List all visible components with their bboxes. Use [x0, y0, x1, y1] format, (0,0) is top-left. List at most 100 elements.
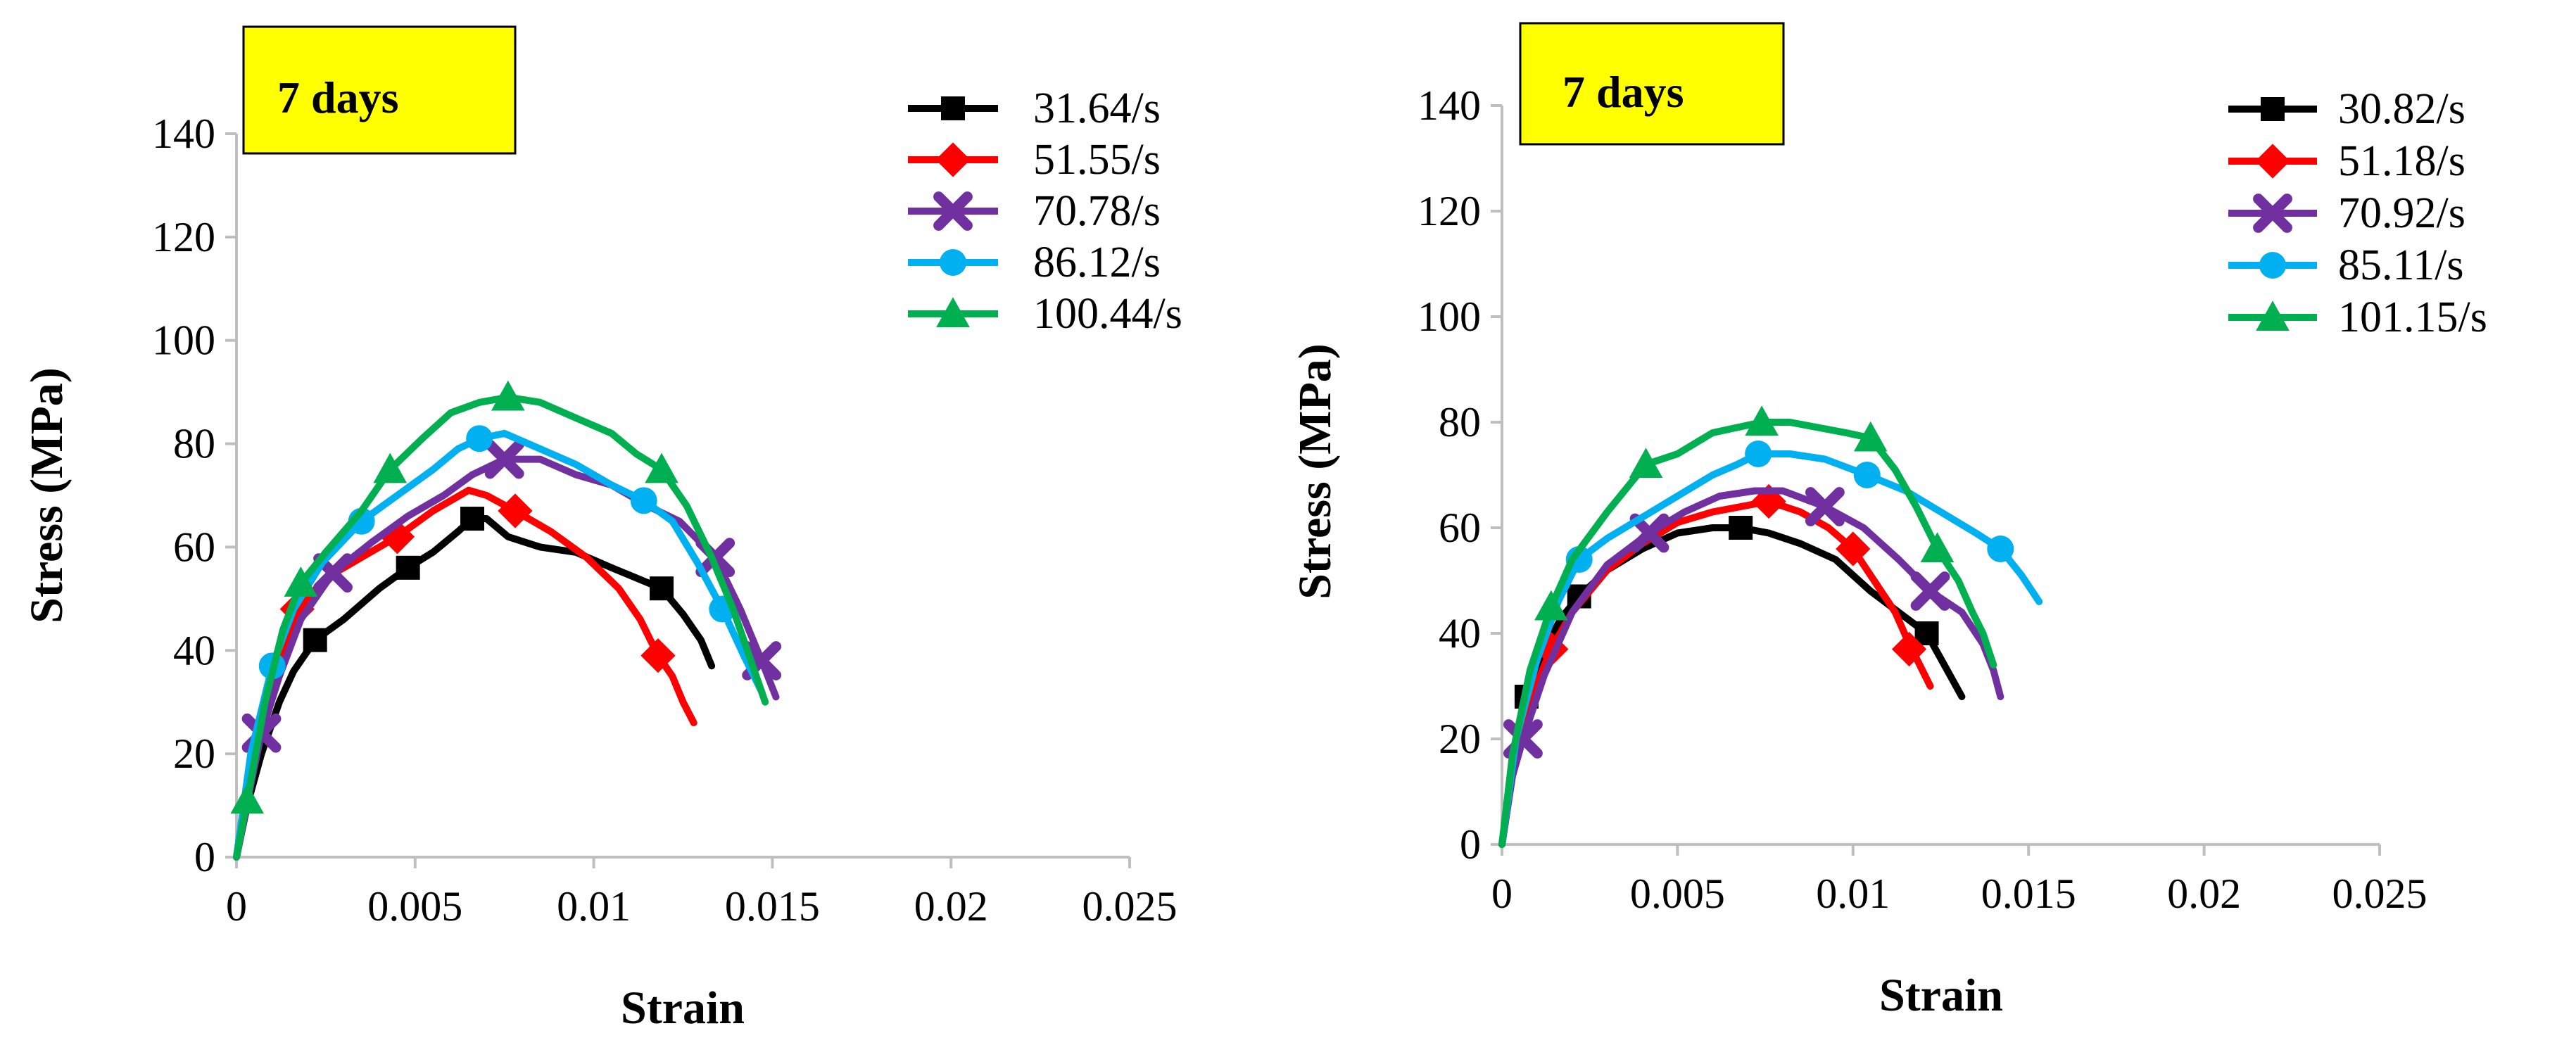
series-line — [1498, 419, 1997, 848]
data-point-marker — [230, 783, 265, 814]
y-tick-label: 100 — [1418, 293, 1481, 340]
x-tick-label: 0.015 — [725, 883, 820, 930]
x-tick-label: 0.02 — [2167, 870, 2241, 917]
data-point-marker — [640, 638, 676, 673]
y-tick-label: 120 — [1418, 188, 1481, 234]
data-point-marker — [373, 452, 408, 483]
data-point-marker — [1920, 532, 1955, 563]
panel-2-y-axis-title: Stress (MPa) — [1289, 343, 1341, 600]
x-tick-label: 0.025 — [2332, 870, 2427, 917]
series-70.92/s — [1498, 487, 2004, 848]
x-tick-label: 0.02 — [914, 883, 988, 930]
panel-2-label-badge — [1519, 22, 1785, 146]
x-tick-label: 0.01 — [1816, 870, 1890, 917]
legend-swatch-marker — [2255, 144, 2290, 179]
legend-entry: 51.18/s — [2228, 137, 2465, 185]
legend-swatch-marker — [933, 191, 973, 231]
y-tick-label: 20 — [173, 730, 215, 777]
y-tick-label: 0 — [194, 834, 215, 880]
data-point-marker — [1745, 441, 1772, 467]
x-tick-label: 0.005 — [367, 883, 462, 930]
y-tick-label: 40 — [173, 627, 215, 673]
legend-entry: 85.11/s — [2228, 241, 2464, 289]
y-tick-label: 20 — [1439, 716, 1481, 762]
data-point-marker — [1853, 421, 1888, 452]
legend-entry: 70.78/s — [908, 187, 1161, 235]
data-point-marker — [1891, 631, 1927, 667]
y-tick-label: 0 — [1460, 821, 1481, 868]
series-51.18/s — [1498, 483, 1934, 848]
data-point-marker — [1910, 571, 1950, 611]
data-point-marker — [303, 628, 327, 652]
data-point-marker — [484, 439, 524, 479]
legend-label: 70.78/s — [1033, 187, 1161, 235]
x-tick-label: 0.01 — [557, 883, 631, 930]
panel-1-y-axis-title: Stress (MPa) — [21, 367, 72, 623]
legend-label: 51.55/s — [1033, 136, 1161, 184]
data-point-marker — [491, 380, 525, 411]
data-point-marker — [1745, 405, 1779, 436]
y-tick-label: 140 — [152, 110, 215, 157]
legend-swatch-marker — [935, 142, 971, 177]
legend-entry: 100.44/s — [908, 290, 1182, 338]
panel-1-label-badge — [242, 25, 517, 155]
data-point-marker — [284, 566, 318, 597]
x-tick-label: 0 — [226, 883, 247, 930]
legend-label: 31.64/s — [1033, 84, 1161, 132]
panel-1-x-axis-title: Strain — [621, 982, 745, 1034]
legend-label: 85.11/s — [2338, 241, 2464, 289]
y-tick-label: 80 — [1439, 399, 1481, 445]
y-tick-label: 120 — [152, 214, 215, 260]
legend-swatch-marker — [2261, 97, 2285, 121]
x-tick-label: 0.005 — [1630, 870, 1725, 917]
legend-entry: 30.82/s — [2228, 85, 2465, 133]
data-point-marker — [460, 507, 485, 531]
y-tick-label: 60 — [1439, 505, 1481, 551]
legend-label: 30.82/s — [2338, 85, 2465, 133]
y-tick-label: 140 — [1418, 82, 1481, 129]
data-point-marker — [1836, 531, 1871, 566]
legend-entry: 86.12/s — [908, 239, 1161, 286]
series-101.15/s — [1498, 405, 1997, 848]
y-tick-label: 100 — [152, 317, 215, 364]
legend-entry: 101.15/s — [2228, 293, 2487, 341]
legend-entry: 51.55/s — [908, 136, 1161, 184]
legend-swatch-marker — [940, 249, 966, 276]
legend-entry: 31.64/s — [908, 84, 1161, 132]
data-point-marker — [396, 555, 420, 580]
panel-2-label: 7 days — [1562, 67, 1684, 117]
data-point-marker — [1853, 462, 1881, 488]
panel-1-label: 7 days — [277, 72, 399, 122]
legend-swatch-marker — [936, 297, 970, 328]
data-point-marker — [498, 493, 533, 528]
legend-label: 51.18/s — [2338, 137, 2465, 185]
panel-2-x-axis-title: Strain — [1879, 970, 2003, 1021]
legend-swatch-marker — [2256, 300, 2290, 331]
series-100.44/s — [230, 380, 769, 861]
x-tick-label: 0 — [1491, 870, 1513, 917]
y-tick-label: 80 — [173, 421, 215, 467]
data-point-marker — [1629, 448, 1663, 479]
data-point-marker — [650, 576, 674, 601]
data-point-marker — [1914, 621, 1939, 645]
data-point-marker — [645, 452, 678, 483]
legend-label: 86.12/s — [1033, 239, 1161, 286]
series-51.55/s — [233, 486, 697, 861]
data-point-marker — [1534, 590, 1568, 621]
series-line — [233, 486, 697, 861]
legend-swatch-marker — [2259, 252, 2286, 279]
chart-panel-1: 7 days 0 20 40 60 80 100 120 140 0 0.005 0.01 0.01… — [21, 25, 1182, 1034]
data-point-marker — [1729, 516, 1753, 540]
y-tick-label: 40 — [1439, 610, 1481, 657]
data-point-marker — [1805, 487, 1845, 526]
x-tick-label: 0.015 — [1981, 870, 2076, 917]
series-line — [1498, 487, 2004, 848]
legend-label: 70.92/s — [2338, 189, 2465, 237]
y-tick-label: 60 — [173, 524, 215, 570]
legend-swatch-marker — [941, 96, 965, 120]
x-tick-label: 0.025 — [1082, 883, 1177, 930]
series-line — [233, 393, 769, 861]
